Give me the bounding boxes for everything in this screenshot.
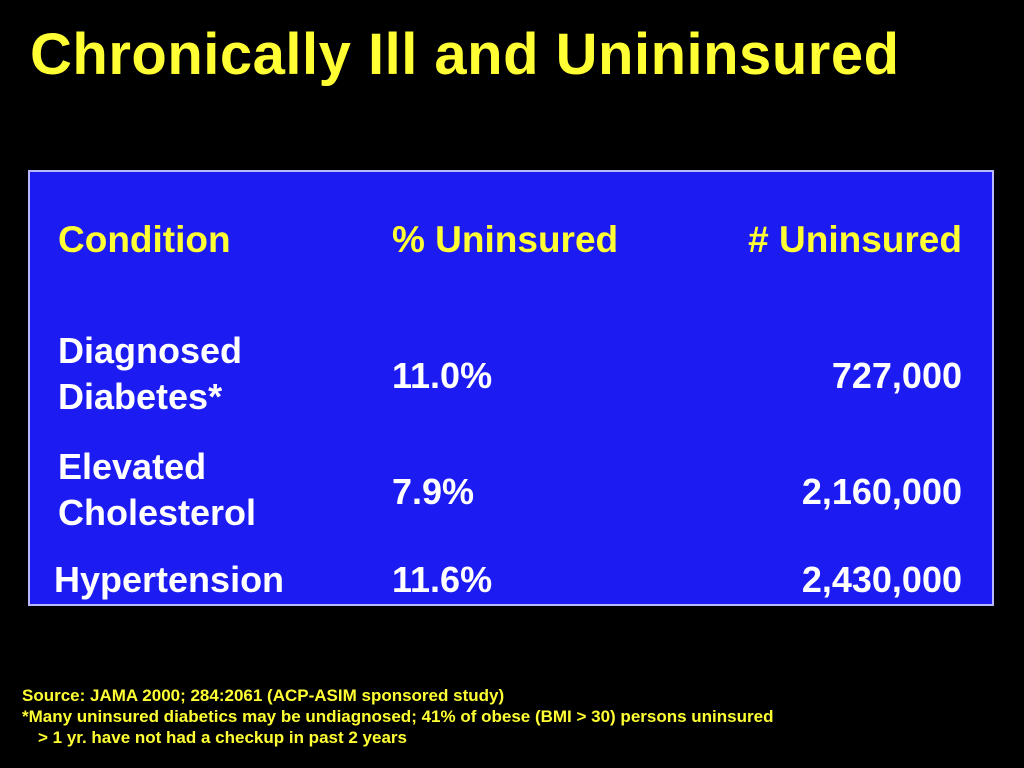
data-table: Condition % Uninsured # Uninsured Diagno… [28, 170, 994, 606]
column-header-pct-uninsured: % Uninsured [392, 219, 619, 260]
table-row: Elevated Cholesterol 7.9% 2,160,000 [30, 444, 992, 536]
cell-pct-uninsured: 11.0% [392, 355, 493, 396]
cell-num-uninsured: 727,000 [831, 355, 962, 396]
source-citation: Source: JAMA 2000; 284:2061 (ACP-ASIM sp… [22, 686, 505, 705]
cell-pct-uninsured: 7.9% [392, 471, 475, 512]
footnotes: Source: JAMA 2000; 284:2061 (ACP-ASIM sp… [22, 685, 1002, 748]
table-row: Hypertension 11.6% 2,430,000 [30, 557, 992, 603]
slide-title: Chronically Ill and Unininsured [30, 22, 900, 87]
cell-pct-uninsured: 11.6% [392, 559, 493, 600]
table-row: Diagnosed Diabetes* 11.0% 727,000 [30, 328, 992, 420]
column-header-num-uninsured: # Uninsured [748, 219, 962, 260]
footnote-text-continued: > 1 yr. have not had a checkup in past 2… [38, 728, 407, 747]
footnote-text: *Many uninsured diabetics may be undiagn… [22, 707, 774, 726]
cell-condition: Hypertension [54, 559, 285, 600]
cell-condition: Diagnosed Diabetes* [58, 330, 243, 417]
column-header-condition: Condition [58, 219, 231, 260]
cell-condition: Elevated Cholesterol [58, 446, 257, 533]
cell-num-uninsured: 2,430,000 [801, 559, 962, 600]
cell-num-uninsured: 2,160,000 [801, 471, 962, 512]
